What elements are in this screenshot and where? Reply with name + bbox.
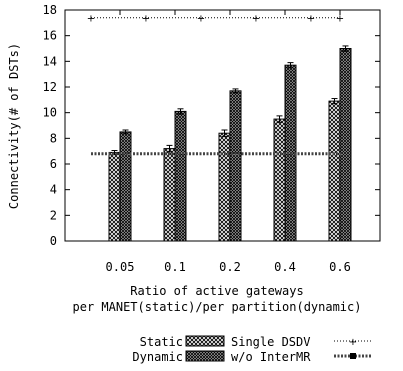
y-tick-label: 0: [50, 234, 57, 248]
bar-static: [108, 151, 121, 242]
y-tick-label: 10: [43, 106, 57, 120]
legend: Static Dynamic Single DSDV + w/o InterMR: [132, 335, 372, 364]
y-tick-label: 6: [50, 157, 57, 171]
marker-single-dsdv: +: [336, 14, 344, 25]
bar-static: [273, 118, 286, 242]
x-axis-label-line2: per MANET(static)/per partition(dynamic): [73, 300, 362, 314]
x-tick-label: 0.6: [329, 260, 351, 274]
marker-single-dsdv: +: [307, 14, 315, 25]
y-tick-label: 4: [50, 183, 57, 197]
x-tick-label: 0.2: [219, 260, 241, 274]
legend-marker-single-dsdv: +: [349, 337, 357, 348]
bar-dynamic: [339, 48, 352, 242]
bar-dynamic: [119, 131, 132, 242]
x-tick-label: 0.1: [164, 260, 186, 274]
marker-single-dsdv: +: [197, 14, 205, 25]
y-tick-label: 12: [43, 80, 57, 94]
x-tick-label: 0.4: [274, 260, 296, 274]
y-tick-label: 2: [50, 208, 57, 222]
y-tick-label: 16: [43, 29, 57, 43]
x-axis-label-line1: Ratio of active gateways: [130, 284, 303, 298]
legend-label-dynamic: Dynamic: [132, 350, 183, 364]
legend-swatch-dynamic: [185, 350, 225, 362]
y-tick-label: 8: [50, 131, 57, 145]
bar-static: [163, 148, 176, 242]
y-tick-label: 14: [43, 54, 57, 68]
marker-single-dsdv: +: [142, 14, 150, 25]
y-axis-label: Connectivity(# of DSTs): [7, 43, 21, 209]
bar-static: [328, 100, 341, 242]
marker-single-dsdv: +: [87, 14, 95, 25]
legend-label-static: Static: [140, 335, 183, 349]
y-tick-label: 18: [43, 3, 57, 17]
marker-single-dsdv: +: [252, 14, 260, 25]
bar-dynamic: [229, 90, 242, 242]
legend-label-wo-intermr: w/o InterMR: [231, 350, 311, 364]
legend-marker-wo-intermr: [350, 353, 356, 359]
legend-swatch-static: [185, 335, 225, 347]
x-tick-label: 0.05: [106, 260, 135, 274]
bar-dynamic: [174, 110, 187, 242]
plot-area: 0 2 4 6 8 10 12 14 16 18 0.05 0.1 0.2 0.4 0.6 + + + + + +: [43, 3, 381, 274]
bar-static: [218, 132, 231, 242]
legend-label-single-dsdv: Single DSDV: [231, 335, 310, 349]
